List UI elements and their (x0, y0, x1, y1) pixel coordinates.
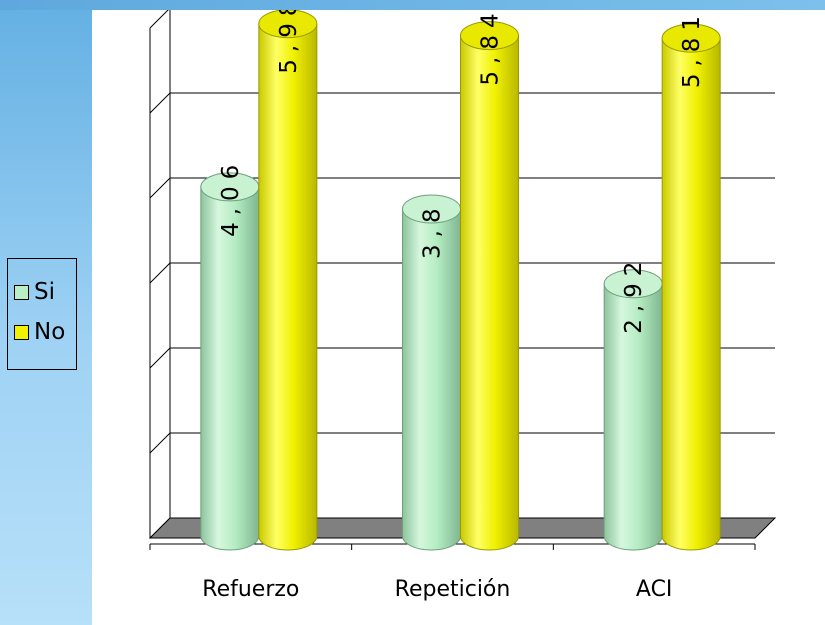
bar-no-1 (460, 35, 519, 551)
data-label-no-0: 5,98 (276, 10, 302, 74)
bar-si-2 (603, 283, 663, 551)
x-tick-label-0: Refuerzo (202, 577, 299, 602)
gridline-side (149, 432, 171, 454)
legend-swatch-no (14, 324, 29, 340)
legend-label-no: No (34, 319, 66, 345)
gridline-side (149, 177, 171, 199)
bar-no-2 (661, 37, 721, 551)
plot-panel: 4,06 5,98 Refuerzo 3,8 5,84 Repetición 2,92 5,8… (92, 10, 825, 625)
bar-top-no-2 (661, 23, 721, 53)
data-label-no-2: 5,81 (679, 10, 705, 88)
data-label-si-2: 2,92 (621, 255, 647, 334)
x-tick-label-2: ACI (636, 577, 673, 602)
gridline-side (149, 347, 171, 369)
bar-top-no-0 (258, 10, 318, 39)
legend-swatch-si (14, 284, 29, 300)
bar-no-0 (258, 23, 318, 551)
chart: 4,06 5,98 Refuerzo 3,8 5,84 Repetición 2,92 5,8… (148, 10, 777, 602)
top-band (0, 0, 825, 10)
bar-top-no-1 (460, 21, 519, 51)
bar-si-1 (402, 208, 461, 551)
legend-item-si: Si (14, 277, 55, 307)
legend-label-si: Si (34, 279, 55, 305)
x-tick-label-1: Repetición (395, 577, 511, 602)
legend-item-no: No (14, 317, 65, 347)
side-wall-edge (150, 10, 170, 538)
data-label-si-0: 4,06 (218, 158, 244, 237)
bar-si-0 (200, 186, 260, 551)
legend: Si No (7, 258, 77, 370)
gridline-side (149, 10, 169, 29)
gridline-side (149, 262, 171, 284)
data-label-si-1: 3,8 (420, 201, 446, 259)
gridline-side (149, 92, 171, 114)
data-label-no-1: 5,84 (478, 10, 504, 86)
